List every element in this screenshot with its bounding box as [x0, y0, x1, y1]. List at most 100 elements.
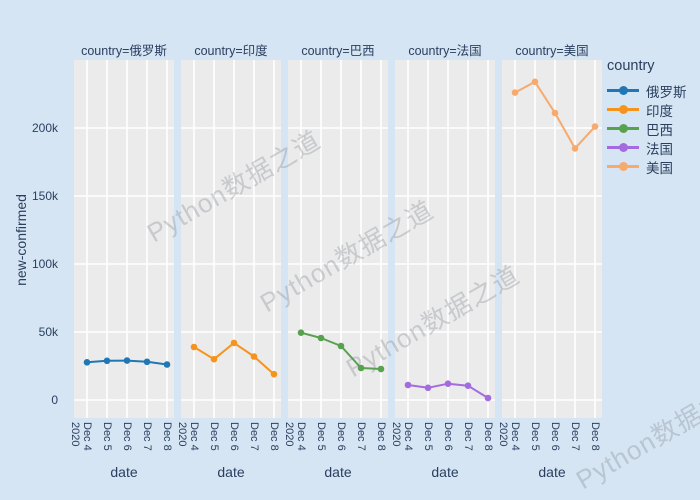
x-tick-label: Dec 7: [248, 422, 260, 451]
legend-item-俄罗斯[interactable]: 俄罗斯: [607, 81, 699, 100]
x-tick-label: Dec 6: [549, 422, 561, 451]
x-axis-title: date: [110, 464, 138, 480]
x-tick-label: Dec 4 2020: [69, 422, 93, 451]
data-point[interactable]: [143, 358, 151, 366]
x-tick-label: Dec 8: [268, 422, 280, 451]
x-tick-label: Dec 6: [442, 422, 454, 451]
legend: country 俄罗斯 印度 巴西 法国 美国: [607, 58, 699, 176]
data-point[interactable]: [230, 339, 238, 347]
x-tick-label: Dec 6: [121, 422, 133, 451]
facet-plot-area-4[interactable]: [395, 60, 495, 418]
data-point[interactable]: [210, 355, 218, 363]
facet-2: country=印度 Dec 4 2020 Dec 5 Dec 6 Dec 7 Dec 8…: [176, 40, 281, 492]
x-axis-title: date: [431, 464, 459, 480]
data-point[interactable]: [484, 394, 492, 402]
legend-dot-marker-icon: [618, 143, 628, 153]
x-tick-label: Dec 8: [482, 422, 494, 451]
x-tick-label: Dec 4 2020: [390, 422, 414, 451]
x-tick-label: Dec 5: [315, 422, 327, 451]
facet-1: country=俄罗斯 Dec 4 2020 Dec 5 Dec 6 Dec 7 Dec …: [69, 40, 174, 492]
x-tick-label: Dec 5: [422, 422, 434, 451]
legend-line-marker-icon: [607, 105, 639, 115]
data-point[interactable]: [444, 380, 452, 388]
data-point[interactable]: [404, 381, 412, 389]
x-tick-label: Dec 4 2020: [176, 422, 200, 451]
x-tick-label: Dec 6: [335, 422, 347, 451]
y-tick-label: 100k: [31, 257, 58, 271]
data-point[interactable]: [297, 329, 305, 337]
data-point[interactable]: [424, 384, 432, 392]
facet-title: country=印度: [194, 44, 268, 58]
legend-dot-marker-icon: [618, 124, 628, 134]
legend-line-marker-icon: [607, 143, 639, 153]
facet-plot-area-5[interactable]: [502, 60, 602, 418]
x-tick-label: Dec 7: [355, 422, 367, 451]
legend-item-label: 俄罗斯: [646, 84, 687, 100]
legend-item-美国[interactable]: 美国: [607, 157, 699, 176]
x-tick-label: Dec 4 2020: [283, 422, 307, 451]
x-tick-label: Dec 8: [589, 422, 601, 451]
x-tick-label: Dec 8: [375, 422, 387, 451]
legend-dot-marker-icon: [618, 86, 628, 96]
legend-dot-marker-icon: [618, 162, 628, 172]
legend-line-marker-icon: [607, 162, 639, 172]
legend-item-法国[interactable]: 法国: [607, 138, 699, 157]
data-point[interactable]: [464, 382, 472, 390]
x-tick-label: Dec 7: [569, 422, 581, 451]
legend-line-marker-icon: [607, 86, 639, 96]
y-tick-label: 50k: [38, 325, 58, 339]
data-point[interactable]: [270, 370, 278, 378]
data-point[interactable]: [83, 359, 91, 366]
x-axis-title: date: [217, 464, 245, 480]
facet-plot-area-1[interactable]: [74, 60, 174, 418]
data-point[interactable]: [250, 353, 258, 360]
legend-item-label: 印度: [646, 103, 673, 119]
legend-item-巴西[interactable]: 巴西: [607, 119, 699, 138]
data-point[interactable]: [163, 361, 171, 368]
data-point[interactable]: [357, 364, 365, 372]
facet-title: country=俄罗斯: [81, 44, 167, 58]
facet-plot-area-3[interactable]: [288, 60, 388, 418]
x-axis-title: date: [538, 464, 566, 480]
data-point[interactable]: [511, 89, 519, 96]
data-point[interactable]: [571, 145, 579, 152]
facet-3: country=巴西 Dec 4 2020 Dec 5 Dec 6 Dec 7 Dec 8…: [283, 40, 388, 492]
x-tick-label: Dec 5: [529, 422, 541, 451]
data-point[interactable]: [123, 357, 131, 364]
legend-items: 俄罗斯 印度 巴西 法国 美国: [607, 81, 699, 176]
facet-5: country=美国 Dec 4 2020 Dec 5 Dec 6 Dec 7 Dec 8…: [497, 40, 602, 492]
x-tick-label: Dec 6: [228, 422, 240, 451]
data-point[interactable]: [551, 109, 559, 117]
legend-item-label: 巴西: [646, 122, 673, 138]
y-tick-label: 0: [51, 393, 58, 407]
x-tick-label: Dec 5: [208, 422, 220, 451]
legend-item-label: 美国: [646, 160, 673, 176]
legend-item-label: 法国: [646, 141, 673, 157]
data-point[interactable]: [591, 123, 599, 130]
data-point[interactable]: [531, 78, 539, 86]
y-tick-label: 200k: [31, 121, 58, 135]
data-point[interactable]: [317, 334, 325, 342]
data-point[interactable]: [190, 343, 198, 351]
facet-4: country=法国 Dec 4 2020 Dec 5 Dec 6 Dec 7 Dec 8…: [390, 40, 495, 492]
x-tick-label: Dec 7: [462, 422, 474, 451]
x-tick-label: Dec 7: [141, 422, 153, 451]
y-tick-label: 150k: [31, 189, 58, 203]
data-point[interactable]: [103, 357, 111, 365]
x-tick-label: Dec 8: [161, 422, 173, 451]
x-axis-title: date: [324, 464, 352, 480]
x-tick-label: Dec 5: [101, 422, 113, 451]
data-point[interactable]: [337, 342, 345, 350]
legend-title: country: [607, 58, 655, 74]
data-point[interactable]: [377, 365, 385, 373]
facet-title: country=美国: [515, 44, 589, 58]
facet-title: country=巴西: [301, 44, 375, 58]
facet-plot-area-2[interactable]: [181, 60, 281, 418]
facet-title: country=法国: [408, 44, 482, 58]
legend-item-印度[interactable]: 印度: [607, 100, 699, 119]
legend-line-marker-icon: [607, 124, 639, 134]
x-tick-label: Dec 4 2020: [497, 422, 521, 451]
legend-dot-marker-icon: [618, 105, 628, 115]
